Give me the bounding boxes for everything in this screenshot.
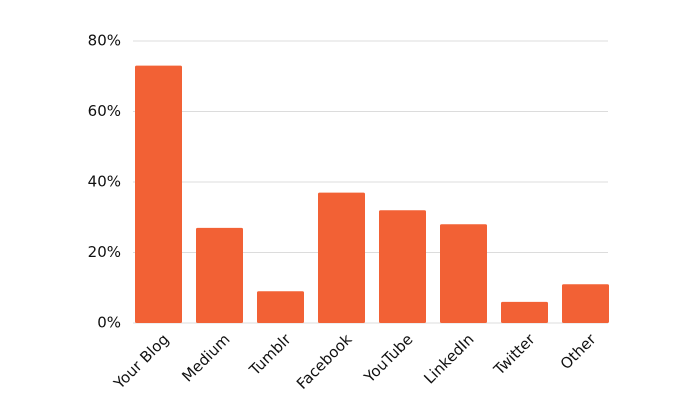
x-tick-label: YouTube bbox=[360, 330, 417, 387]
x-tick-label: LinkedIn bbox=[420, 330, 477, 387]
y-tick-label: 0% bbox=[97, 314, 121, 332]
x-tick-label: Tumblr bbox=[245, 330, 295, 380]
bar bbox=[196, 227, 243, 323]
bar bbox=[257, 291, 304, 323]
y-tick-label: 40% bbox=[88, 173, 121, 191]
bar bbox=[501, 301, 548, 323]
bar bbox=[379, 210, 426, 323]
x-tick-label: Other bbox=[557, 330, 600, 373]
x-tick-label: Twitter bbox=[490, 330, 540, 380]
x-tick-label: Medium bbox=[178, 330, 233, 385]
y-tick-label: 60% bbox=[88, 102, 121, 120]
bar bbox=[562, 284, 609, 323]
y-tick-label: 20% bbox=[88, 243, 121, 261]
y-tick-label: 80% bbox=[88, 32, 121, 50]
bar bbox=[135, 65, 182, 324]
x-tick-label: Facebook bbox=[293, 330, 356, 393]
bar bbox=[318, 192, 365, 323]
bar bbox=[440, 224, 487, 323]
x-tick-label: Your Blog bbox=[110, 330, 173, 393]
